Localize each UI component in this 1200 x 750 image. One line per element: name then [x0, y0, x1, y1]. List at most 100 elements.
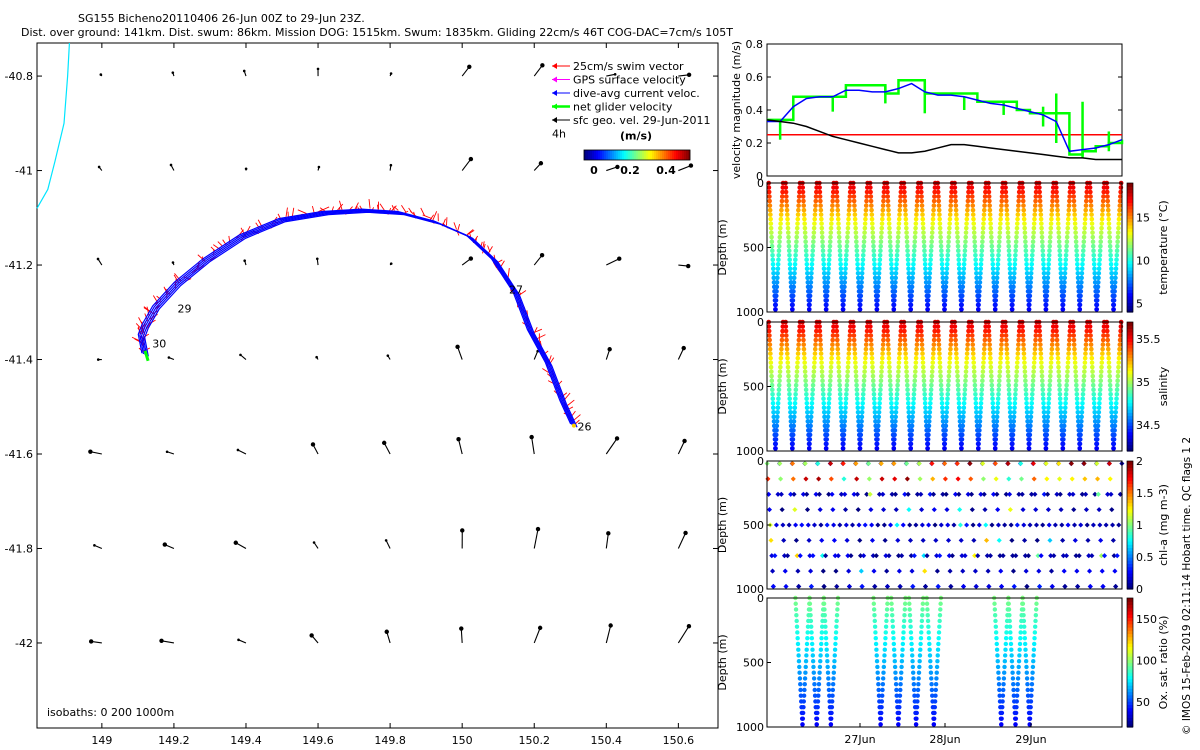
salinity-sample [1020, 328, 1026, 334]
salinity-sample [885, 342, 891, 347]
x-tick-label: 150.2 [518, 734, 550, 747]
chla-sample [857, 553, 864, 559]
chla-sample [1107, 476, 1113, 482]
salinity-sample [931, 337, 937, 343]
chla-sample [1000, 553, 1006, 559]
salinity-sample [1113, 400, 1119, 406]
temperature-sample [1098, 234, 1104, 240]
salinity-sample [947, 355, 953, 361]
chla-sample [1060, 537, 1066, 543]
temperature-sample [783, 185, 789, 190]
temperature-sample [947, 212, 953, 217]
salinity-sample [1117, 342, 1123, 347]
temperature-sample [1067, 198, 1072, 204]
oxygen-sample [889, 601, 894, 606]
temperature-sample [1080, 248, 1086, 254]
temperature-sample [839, 275, 844, 281]
salinity-colorbar-cell [1127, 447, 1133, 452]
colorbar-cell [654, 150, 657, 160]
salinity-sample [1104, 328, 1110, 334]
oxygen-colorbar-cell [1127, 723, 1133, 728]
salinity-sample [994, 419, 1000, 424]
chla-sample [1065, 522, 1071, 528]
salinity-sample [874, 441, 880, 447]
oxygen-sample [934, 664, 940, 670]
temperature-sample [1094, 307, 1099, 312]
temperature-sample [1099, 216, 1105, 222]
oxygen-sample [833, 636, 838, 641]
legend-arrowhead [552, 117, 557, 123]
salinity-sample [1057, 391, 1063, 397]
oxygen-sample [810, 647, 815, 652]
salinity-sample [1091, 391, 1097, 397]
temperature-sample [983, 189, 988, 195]
temperature-sample [938, 239, 944, 244]
temperature-sample [1030, 248, 1035, 254]
temperature-sample [1038, 212, 1044, 217]
oxygen-sample [916, 676, 921, 681]
temperature-sample [855, 257, 860, 263]
temperature-sample [1115, 234, 1121, 240]
salinity-sample [927, 410, 933, 415]
salinity-sample [1012, 400, 1018, 406]
x-tick-label: 150 [452, 734, 473, 747]
salinity-sample [920, 360, 926, 365]
temperature-sample [809, 271, 814, 276]
oxygen-sample [1015, 687, 1020, 693]
chla-sample [931, 507, 937, 513]
salinity-sample [775, 405, 781, 411]
colorbar-cell [686, 150, 689, 160]
oxygen-sample [1028, 704, 1033, 710]
salinity-colorbar-cell [1127, 441, 1133, 446]
temperature-sample [1037, 189, 1042, 195]
temperature-sample [1012, 266, 1017, 272]
salinity-sample [1055, 355, 1061, 361]
temperature-sample [796, 203, 801, 208]
temperature-sample [913, 221, 919, 226]
temperature-sample [919, 207, 925, 213]
chla-sample [875, 522, 881, 528]
salinity-sample [813, 333, 819, 338]
temperature-sample [911, 257, 916, 263]
oxygen-sample [909, 647, 915, 652]
oxygen-sample [1016, 670, 1021, 675]
salinity-sample [1041, 414, 1047, 420]
salinity-sample [1037, 328, 1042, 334]
chla-sample [929, 461, 935, 467]
chla-sample [777, 461, 783, 467]
chla-sample [958, 537, 964, 543]
temperature-sample [990, 266, 996, 272]
salinity-sample [869, 346, 874, 352]
salinity-sample [1089, 355, 1095, 361]
temperature-sample [784, 203, 790, 208]
salinity-sample [872, 405, 878, 411]
temperature-sample [769, 234, 774, 240]
chla-sample [1033, 507, 1039, 513]
temperature-sample [871, 257, 877, 263]
colorbar-cell [630, 150, 633, 160]
current-vector-head [384, 539, 388, 542]
oxygen-sample [817, 664, 823, 670]
salinity-sample [792, 410, 797, 415]
oxygen-sample [809, 630, 814, 635]
salinity-sample [770, 387, 775, 393]
temperature-sample [1050, 198, 1055, 204]
temperature-sample [1100, 207, 1105, 213]
chla-sample [884, 583, 890, 589]
oxygen-colorbar-cell [1127, 662, 1133, 667]
temperature-sample [1021, 203, 1026, 208]
current-vector [606, 73, 616, 77]
temperature-sample [826, 261, 832, 267]
salinity-sample [847, 337, 852, 343]
salinity-sample [842, 423, 847, 429]
salinity-sample [821, 400, 827, 406]
temperature-sample [897, 203, 903, 208]
chla-sample [1103, 522, 1109, 528]
temperature-sample [939, 252, 944, 258]
temperature-sample [962, 248, 968, 254]
legend-label: dive-avg current veloc. [573, 87, 700, 100]
temperature-sample [896, 230, 901, 235]
oxygen-sample [890, 613, 895, 618]
chla-sample [907, 522, 913, 528]
